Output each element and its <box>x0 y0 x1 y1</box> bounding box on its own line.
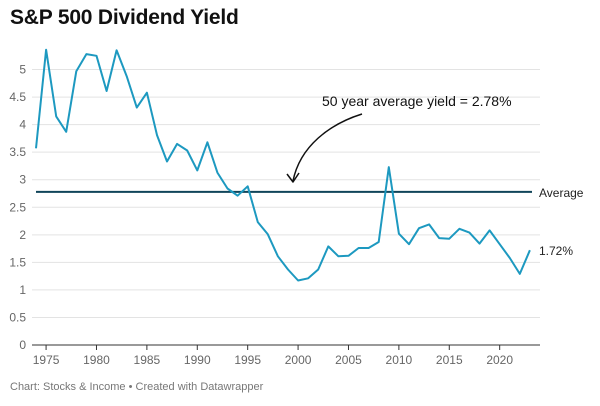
x-tick-label: 2020 <box>486 353 513 367</box>
annotation-text: 50 year average yield = 2.78% <box>322 93 512 109</box>
data-point-1984 <box>136 106 138 108</box>
data-point-1994 <box>236 195 238 197</box>
data-point-1975 <box>45 49 47 51</box>
x-tick-label: 1985 <box>134 353 161 367</box>
y-tick-label: 5 <box>19 63 26 77</box>
data-point-2017 <box>468 231 470 233</box>
y-tick-label: 1.5 <box>9 255 26 269</box>
y-tick-label: 2.5 <box>9 200 26 214</box>
data-point-1976 <box>55 115 57 117</box>
annotation-arrow-head <box>286 172 300 183</box>
last-value-label: 1.72% <box>539 244 573 258</box>
data-point-2004 <box>337 255 339 257</box>
data-point-1997 <box>267 233 269 235</box>
data-point-1989 <box>186 149 188 151</box>
data-point-1983 <box>126 75 128 77</box>
data-point-1987 <box>166 160 168 162</box>
chart-source-footer: Chart: Stocks & Income • Created with Da… <box>10 381 264 393</box>
y-tick-label: 3.5 <box>9 145 26 159</box>
data-point-1993 <box>226 187 228 189</box>
data-point-1979 <box>85 53 87 55</box>
data-point-2015 <box>448 237 450 239</box>
x-tick-label: 2015 <box>436 353 463 367</box>
data-point-1988 <box>176 143 178 145</box>
data-point-2020 <box>498 243 500 245</box>
data-point-2002 <box>317 268 319 270</box>
data-point-1991 <box>206 141 208 143</box>
data-point-2012 <box>418 227 420 229</box>
y-tick-label: 2 <box>19 228 26 242</box>
data-point-2006 <box>357 247 359 249</box>
y-tick-label: 0.5 <box>9 310 26 324</box>
data-point-1974 <box>35 147 37 149</box>
data-point-2022 <box>519 273 521 275</box>
y-tick-label: 3 <box>19 173 26 187</box>
data-point-2019 <box>488 229 490 231</box>
data-point-1978 <box>75 70 77 72</box>
data-point-1982 <box>115 49 117 51</box>
data-point-1996 <box>257 221 259 223</box>
data-point-2011 <box>408 243 410 245</box>
data-point-2009 <box>388 166 390 168</box>
y-axis-tick-labels: 0 0.5 1 1.5 2 2.5 3 3.5 4 4.5 5 <box>9 63 26 352</box>
data-point-1985 <box>146 91 148 93</box>
y-tick-label: 1 <box>19 283 26 297</box>
data-point-2021 <box>509 257 511 259</box>
data-point-1998 <box>277 255 279 257</box>
data-point-1995 <box>246 185 248 187</box>
x-tick-label: 2000 <box>285 353 312 367</box>
x-tick-label: 1975 <box>33 353 60 367</box>
x-tick-label: 1990 <box>184 353 211 367</box>
grid-lines <box>32 69 540 346</box>
data-point-2013 <box>428 223 430 225</box>
data-point-2005 <box>347 255 349 257</box>
chart-title: S&P 500 Dividend Yield <box>10 6 239 29</box>
data-point-1980 <box>95 55 97 57</box>
data-point-2008 <box>378 241 380 243</box>
data-point-1977 <box>65 131 67 133</box>
data-point-2018 <box>478 242 480 244</box>
x-tick-label: 1995 <box>234 353 261 367</box>
x-axis-tick-labels: 1975 1980 1985 1990 1995 2000 2005 2010 2015 2020 <box>33 345 513 367</box>
data-point-2007 <box>367 247 369 249</box>
data-point-1981 <box>105 90 107 92</box>
y-tick-label: 0 <box>19 338 26 352</box>
average-line-label: Average <box>539 186 584 200</box>
data-point-2010 <box>398 233 400 235</box>
data-point-2023 <box>529 249 531 251</box>
y-tick-label: 4 <box>19 118 26 132</box>
y-tick-label: 4.5 <box>9 90 26 104</box>
x-tick-label: 1980 <box>83 353 110 367</box>
dividend-yield-series-line <box>35 48 531 282</box>
data-point-2001 <box>307 277 309 279</box>
data-point-1990 <box>196 169 198 171</box>
x-tick-label: 2005 <box>335 353 362 367</box>
data-point-1999 <box>287 268 289 270</box>
data-point-2003 <box>327 245 329 247</box>
annotation-arrow <box>292 113 363 182</box>
data-point-2016 <box>458 228 460 230</box>
data-point-1992 <box>216 171 218 173</box>
x-tick-label: 2010 <box>386 353 413 367</box>
data-point-2014 <box>438 237 440 239</box>
data-point-2000 <box>297 279 299 281</box>
data-point-1986 <box>156 134 158 136</box>
